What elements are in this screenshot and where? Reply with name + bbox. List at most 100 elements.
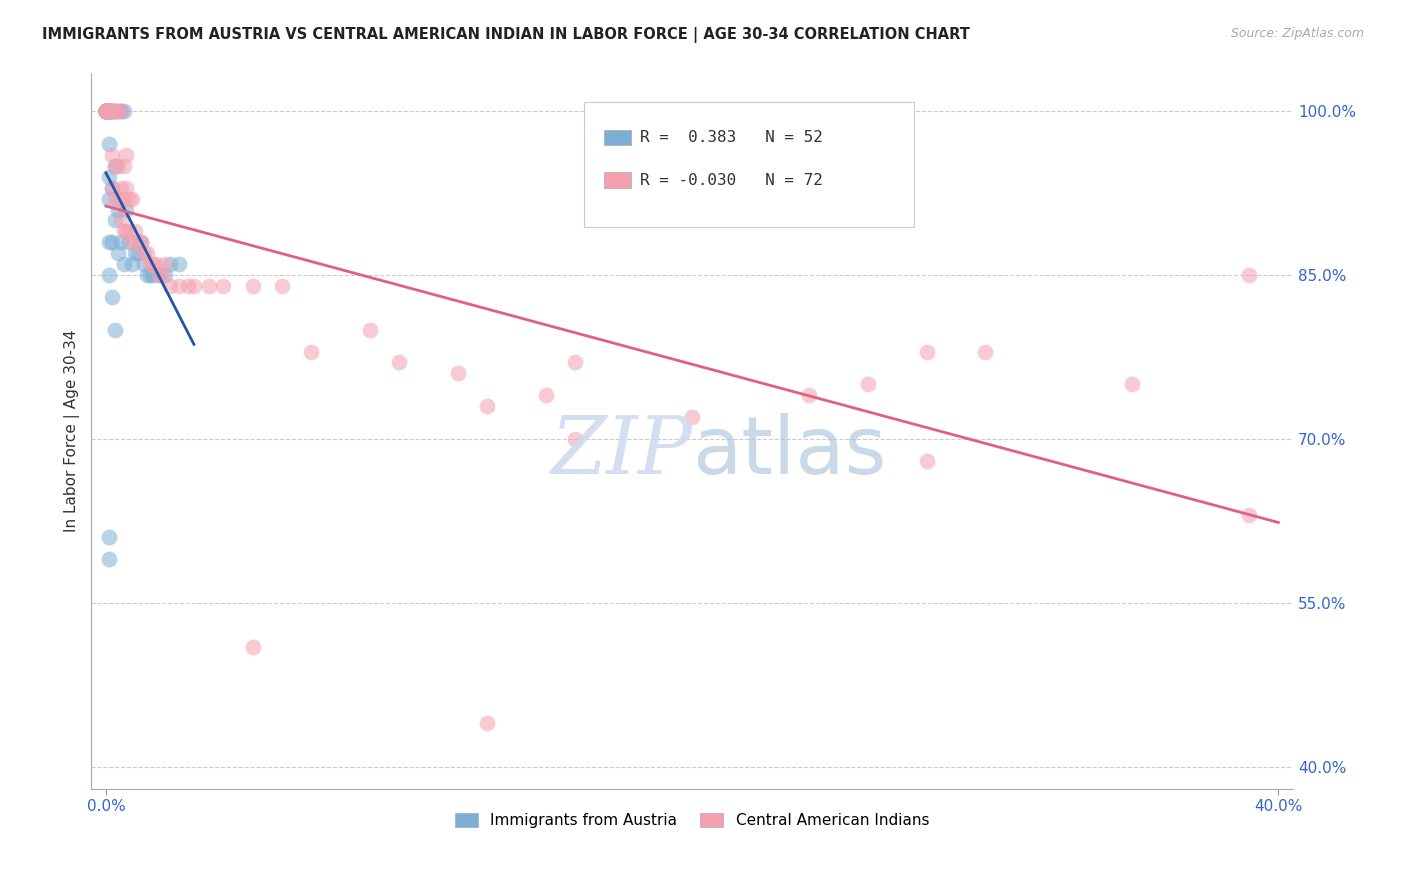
Point xyxy=(112,224,135,238)
Point xyxy=(94,104,117,119)
Point xyxy=(112,192,135,206)
Text: Source: ZipAtlas.com: Source: ZipAtlas.com xyxy=(1230,27,1364,40)
Point xyxy=(681,410,703,425)
Point xyxy=(101,104,124,119)
Point xyxy=(97,169,120,184)
Bar xyxy=(605,129,631,145)
Point xyxy=(564,432,586,446)
Point xyxy=(129,235,152,250)
Point xyxy=(475,716,498,731)
Point xyxy=(104,104,127,119)
Point xyxy=(97,104,120,119)
Point xyxy=(107,104,129,119)
Point xyxy=(107,159,129,173)
Point xyxy=(150,268,173,282)
Point xyxy=(475,399,498,413)
Point xyxy=(915,344,938,359)
Point xyxy=(107,202,129,217)
Point xyxy=(799,388,821,402)
Point xyxy=(94,104,117,119)
Point xyxy=(142,268,165,282)
Point xyxy=(124,246,146,260)
Point xyxy=(104,323,127,337)
Point xyxy=(148,268,170,282)
Point xyxy=(101,104,124,119)
Point xyxy=(112,104,135,119)
Point xyxy=(110,213,132,227)
Point xyxy=(132,246,155,260)
Point xyxy=(104,104,127,119)
Point xyxy=(115,224,138,238)
Point xyxy=(139,268,162,282)
Point xyxy=(564,355,586,369)
Point xyxy=(915,454,938,468)
Point xyxy=(270,279,292,293)
Point xyxy=(97,104,120,119)
Point xyxy=(97,104,120,119)
Point xyxy=(974,344,997,359)
Point xyxy=(118,224,141,238)
Point xyxy=(132,257,155,271)
Point xyxy=(856,377,879,392)
Point xyxy=(388,355,411,369)
Legend: Immigrants from Austria, Central American Indians: Immigrants from Austria, Central America… xyxy=(449,807,935,835)
Point xyxy=(97,104,120,119)
Point xyxy=(124,224,146,238)
Point xyxy=(107,192,129,206)
Point xyxy=(97,192,120,206)
Point xyxy=(97,104,120,119)
Point xyxy=(118,235,141,250)
Point xyxy=(94,104,117,119)
Point xyxy=(1121,377,1143,392)
Point xyxy=(104,192,127,206)
Point xyxy=(110,104,132,119)
Point xyxy=(94,104,117,119)
Point xyxy=(112,257,135,271)
Text: atlas: atlas xyxy=(692,413,887,491)
Point xyxy=(94,104,117,119)
Point xyxy=(97,104,120,119)
Text: IMMIGRANTS FROM AUSTRIA VS CENTRAL AMERICAN INDIAN IN LABOR FORCE | AGE 30-34 CO: IMMIGRANTS FROM AUSTRIA VS CENTRAL AMERI… xyxy=(42,27,970,43)
Point xyxy=(94,104,117,119)
Point xyxy=(1237,268,1260,282)
Point xyxy=(115,148,138,162)
Point xyxy=(94,104,117,119)
Point xyxy=(153,268,176,282)
Bar xyxy=(605,172,631,188)
Point xyxy=(97,552,120,566)
Point xyxy=(101,148,124,162)
Point xyxy=(197,279,219,293)
Point xyxy=(101,235,124,250)
Text: R =  0.383   N = 52: R = 0.383 N = 52 xyxy=(641,130,824,145)
Point xyxy=(136,268,159,282)
Point xyxy=(139,257,162,271)
FancyBboxPatch shape xyxy=(583,102,914,227)
Point xyxy=(104,213,127,227)
Point xyxy=(97,268,120,282)
Point xyxy=(94,104,117,119)
Point xyxy=(115,180,138,194)
Point xyxy=(97,136,120,151)
Point xyxy=(104,159,127,173)
Point xyxy=(121,192,143,206)
Point xyxy=(359,323,381,337)
Point xyxy=(101,104,124,119)
Point xyxy=(94,104,117,119)
Point xyxy=(242,279,264,293)
Point xyxy=(1237,508,1260,523)
Point xyxy=(94,104,117,119)
Point xyxy=(94,104,117,119)
Point xyxy=(112,159,135,173)
Point xyxy=(97,104,120,119)
Point xyxy=(110,104,132,119)
Point xyxy=(127,235,149,250)
Point xyxy=(101,290,124,304)
Point xyxy=(107,246,129,260)
Point xyxy=(110,180,132,194)
Point xyxy=(159,279,181,293)
Point xyxy=(101,180,124,194)
Point xyxy=(153,257,176,271)
Point xyxy=(167,279,190,293)
Point xyxy=(159,257,181,271)
Y-axis label: In Labor Force | Age 30-34: In Labor Force | Age 30-34 xyxy=(65,329,80,532)
